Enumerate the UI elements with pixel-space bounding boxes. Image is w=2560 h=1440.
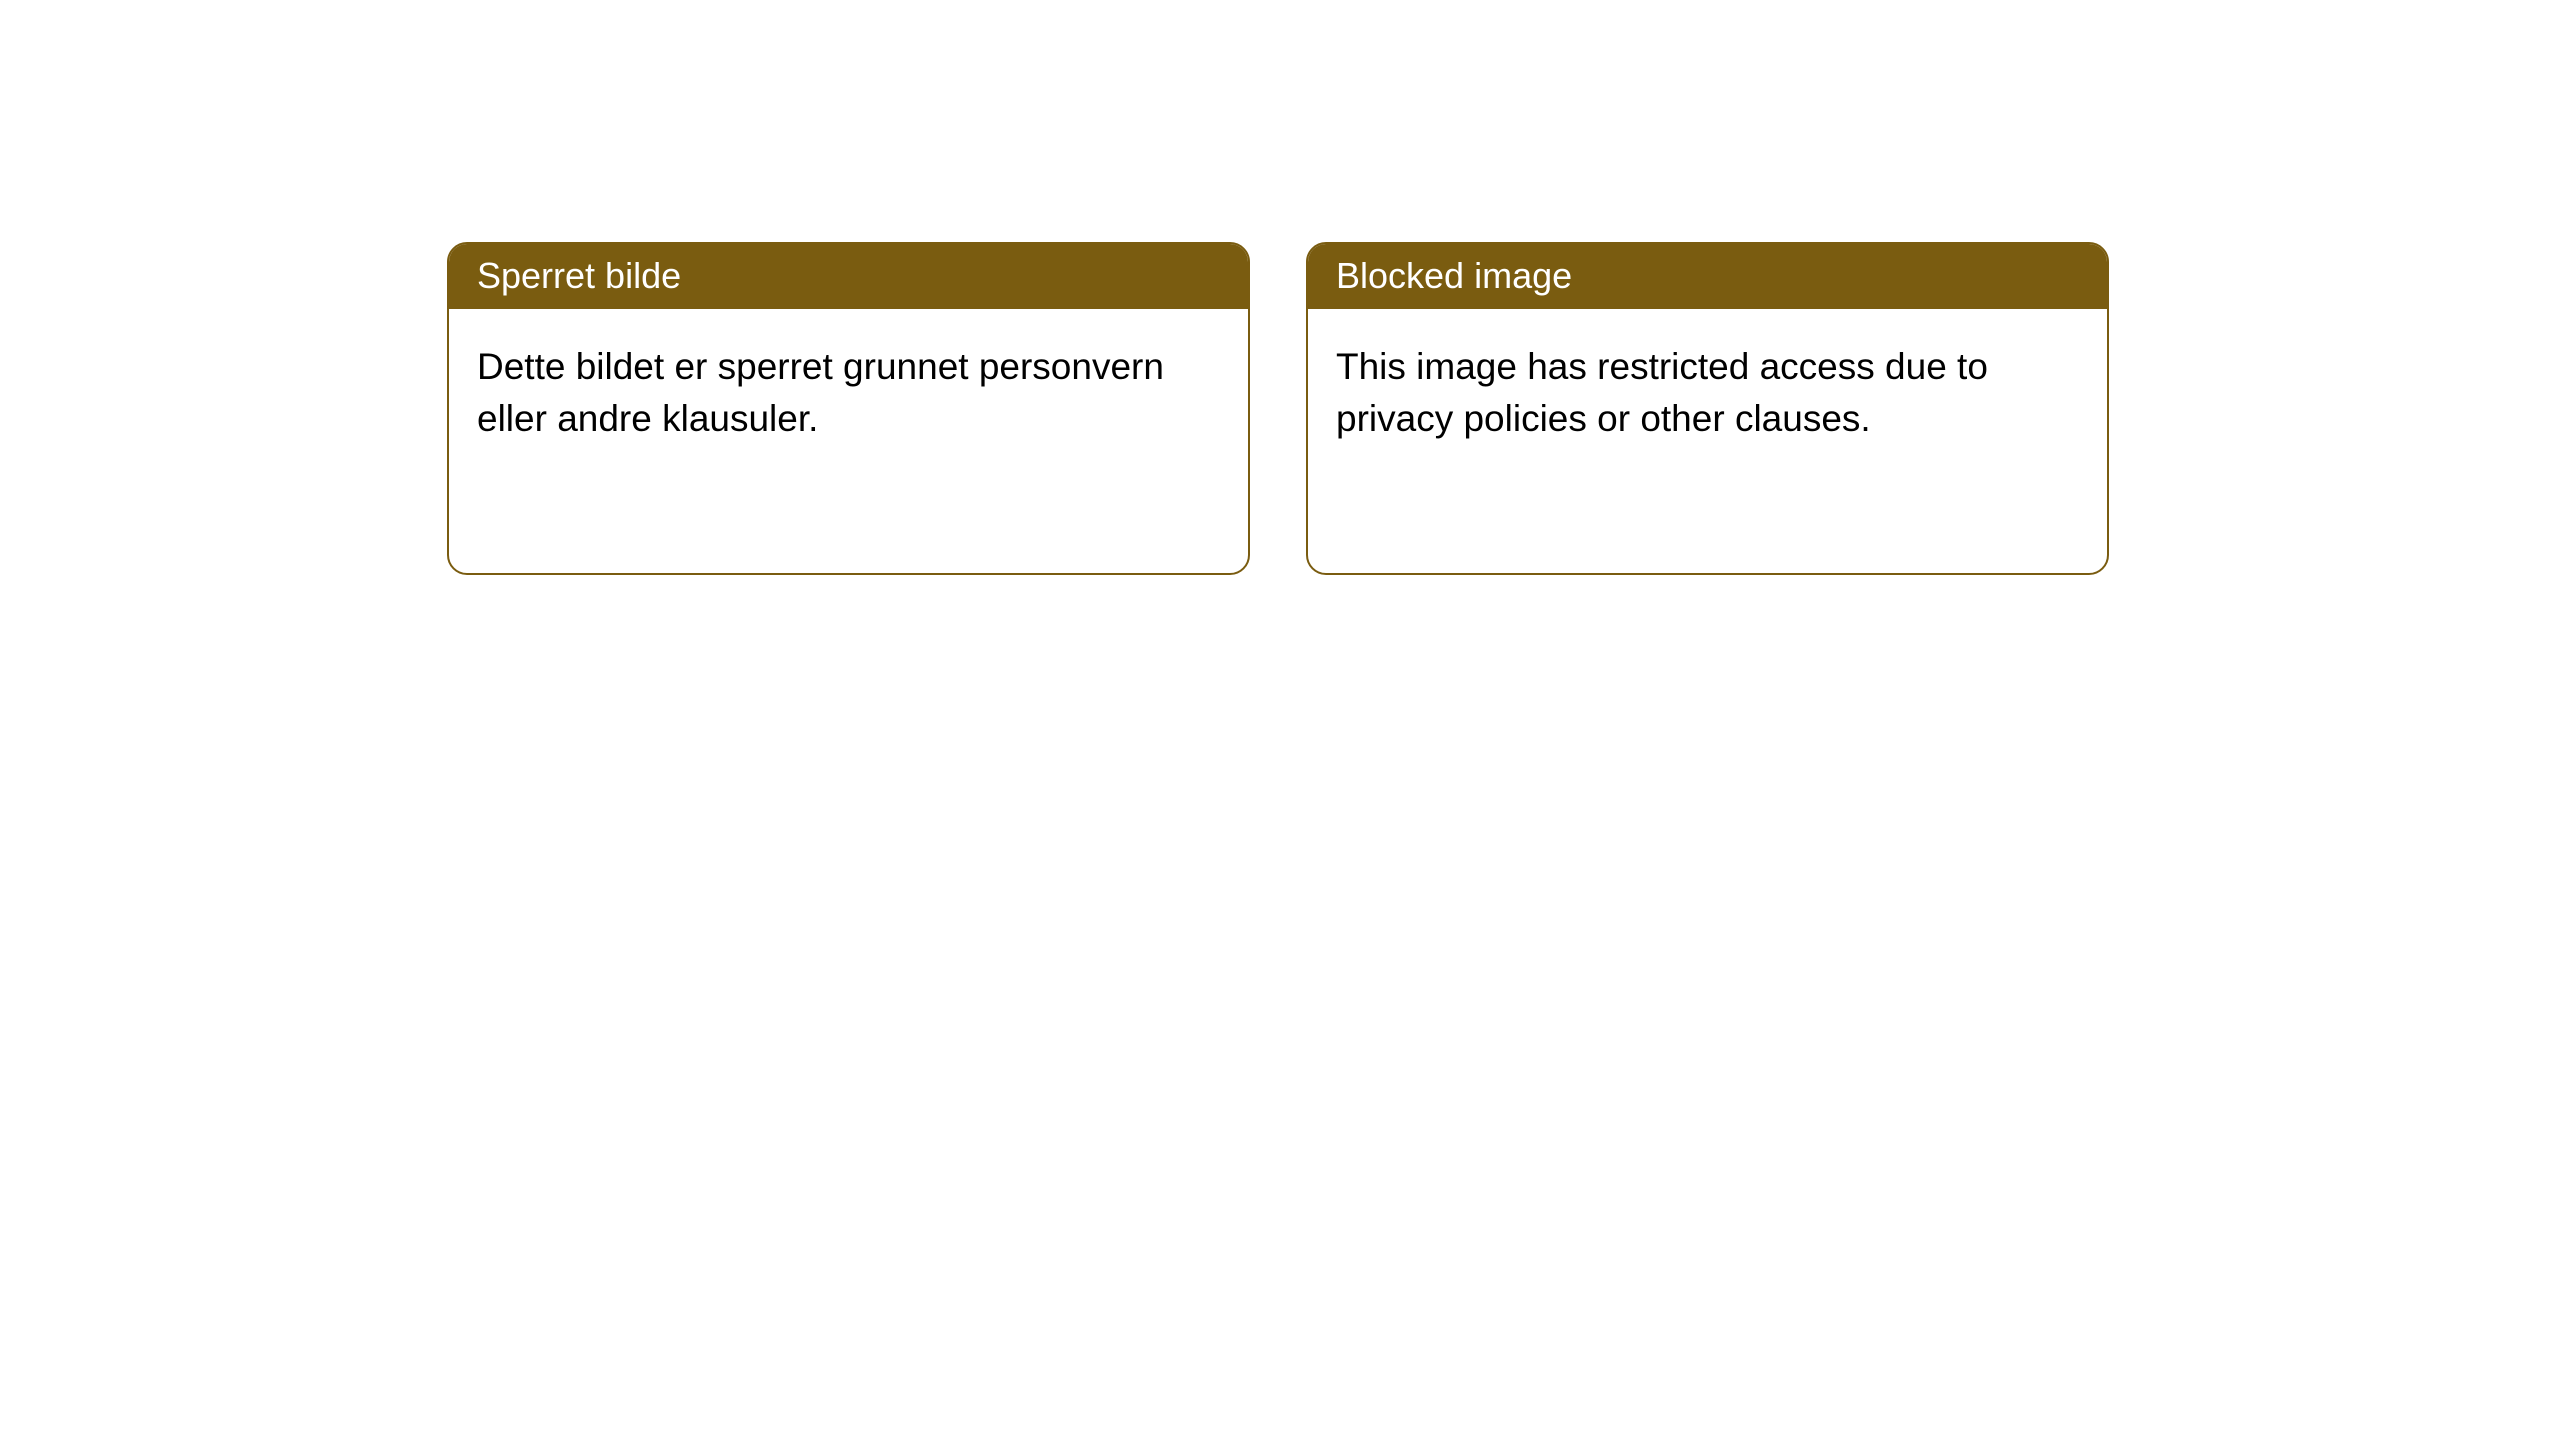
notice-card-norwegian: Sperret bilde Dette bildet er sperret gr… bbox=[447, 242, 1250, 575]
notice-container: Sperret bilde Dette bildet er sperret gr… bbox=[447, 242, 2109, 575]
notice-body-english: This image has restricted access due to … bbox=[1308, 309, 2107, 477]
notice-title-english: Blocked image bbox=[1308, 244, 2107, 309]
notice-body-norwegian: Dette bildet er sperret grunnet personve… bbox=[449, 309, 1248, 477]
notice-title-norwegian: Sperret bilde bbox=[449, 244, 1248, 309]
notice-card-english: Blocked image This image has restricted … bbox=[1306, 242, 2109, 575]
